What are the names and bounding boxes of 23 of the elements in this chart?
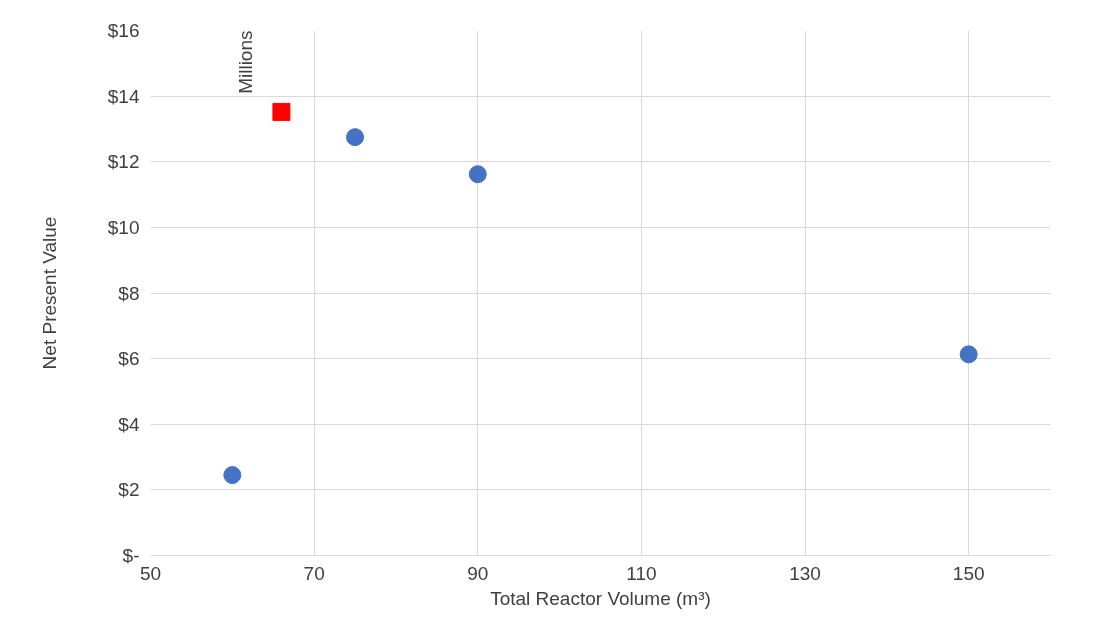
- point: [468, 165, 487, 184]
- point: [272, 102, 291, 121]
- point: [959, 345, 978, 364]
- y-tick-label: $6: [118, 348, 140, 370]
- annotation: Millions: [235, 30, 256, 94]
- y-tick-label: $4: [118, 413, 140, 435]
- x-tick-label: 70: [303, 562, 325, 584]
- x-axis-title: Total Reactor Volume (m³): [490, 587, 711, 609]
- y-tick-label: $8: [118, 282, 140, 304]
- y-tick-label: $16: [107, 20, 140, 41]
- x-tick-label: 110: [626, 562, 657, 584]
- x-tick-label: 130: [789, 562, 821, 584]
- y-tick-label: $14: [107, 85, 140, 107]
- y-tick-label: $10: [107, 216, 140, 238]
- x-tick-label: 50: [139, 562, 162, 584]
- y-tick-label: $2: [118, 479, 140, 501]
- y-axis-title: Net Present Value: [38, 216, 60, 370]
- x-tick-label: 150: [952, 562, 985, 584]
- point: [346, 128, 365, 147]
- y-tick-label: $-: [122, 545, 140, 566]
- y-tick-label: $12: [107, 151, 140, 173]
- point: [223, 466, 242, 485]
- x-tick-label: 90: [467, 562, 489, 584]
